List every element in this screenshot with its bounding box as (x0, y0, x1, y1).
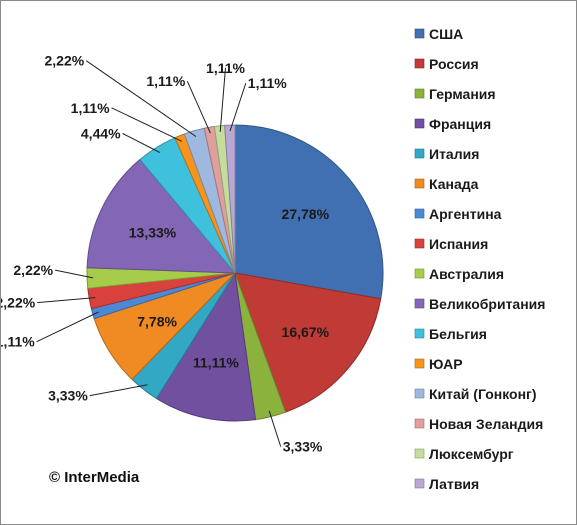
pie-slice-россия (234, 272, 382, 413)
data-label-юар: 1,11% (71, 100, 110, 116)
legend-label-аргентина: Аргентина (429, 206, 502, 222)
legend-label-италия: Италия (429, 146, 479, 162)
legend-swatch-юар (414, 358, 425, 369)
leader-line-италия (89, 384, 148, 397)
leader-line-бельгия (122, 133, 161, 153)
leader-line-австралия (54, 269, 94, 279)
leader-line-испания (37, 297, 96, 304)
legend-label-испания: Испания (429, 236, 488, 252)
data-label-австралия: 2,22% (13, 262, 53, 278)
legend-swatch-великобритания (414, 298, 425, 309)
legend-label-бельгия: Бельгия (429, 326, 487, 342)
legend-label-люксембург: Люксембург (429, 446, 514, 462)
legend-label-юар: ЮАР (429, 356, 463, 372)
legend-swatch-австралия (414, 268, 425, 279)
leader-line-новая-зеландия (186, 80, 211, 134)
data-label-сша: 27,78% (282, 206, 330, 222)
leader-line-аргентина (36, 311, 99, 343)
leader-line-латвия (229, 82, 247, 132)
pie-slice-франция (155, 271, 257, 422)
pie-slice-сша (234, 124, 384, 300)
data-label-люксембург: 1,11% (206, 60, 245, 76)
legend-label-германия: Германия (429, 86, 496, 102)
pie-slice-великобритания (86, 158, 237, 274)
legend-swatch-германия (414, 88, 425, 99)
legend-swatch-испания (414, 238, 425, 249)
legend-swatch-россия (414, 58, 425, 69)
legend-label-латвия: Латвия (429, 476, 479, 492)
legend-swatch-бельгия (414, 328, 425, 339)
data-label-италия: 3,33% (48, 388, 88, 404)
data-label-испания: 2,22% (1, 295, 36, 311)
data-label-бельгия: 4,44% (81, 126, 121, 142)
legend-label-новая-зеландия: Новая Зеландия (429, 416, 543, 432)
leader-line-юар (111, 107, 183, 142)
data-label-новая-зеландия: 1,11% (146, 73, 185, 89)
data-label-латвия: 1,11% (248, 75, 287, 91)
leader-line-германия (268, 410, 282, 447)
leader-line-люксембург (219, 67, 226, 132)
data-label-великобритания: 13,33% (129, 225, 177, 241)
legend-swatch-италия (414, 148, 425, 159)
leader-line-китай-гонконг (85, 60, 197, 137)
copyright-text: © InterMedia (49, 469, 140, 486)
data-label-канада: 7,78% (137, 314, 177, 330)
data-label-китай-гонконг: 2,22% (44, 53, 84, 69)
legend-label-великобритания: Великобритания (429, 296, 545, 312)
legend-swatch-латвия (414, 478, 425, 489)
legend-swatch-люксембург (414, 448, 425, 459)
legend-swatch-канада (414, 178, 425, 189)
pie-slice-латвия (224, 124, 236, 274)
data-label-россия: 16,67% (282, 324, 330, 340)
data-label-германия: 3,33% (283, 439, 323, 455)
data-label-аргентина: 1,11% (1, 334, 35, 350)
legend-label-канада: Канада (429, 176, 479, 192)
legend-label-франция: Франция (429, 116, 491, 132)
legend-swatch-сша (414, 28, 425, 39)
legend-swatch-китай-гонконг (414, 388, 425, 399)
legend-swatch-новая-зеландия (414, 418, 425, 429)
data-label-франция: 11,11% (193, 355, 239, 371)
legend-label-австралия: Австралия (429, 266, 504, 282)
legend-label-россия: Россия (429, 56, 479, 72)
legend-label-китай-гонконг: Китай (Гонконг) (429, 386, 537, 402)
legend-swatch-франция (414, 118, 425, 129)
legend-swatch-аргентина (414, 208, 425, 219)
legend-label-сша: США (429, 26, 463, 42)
